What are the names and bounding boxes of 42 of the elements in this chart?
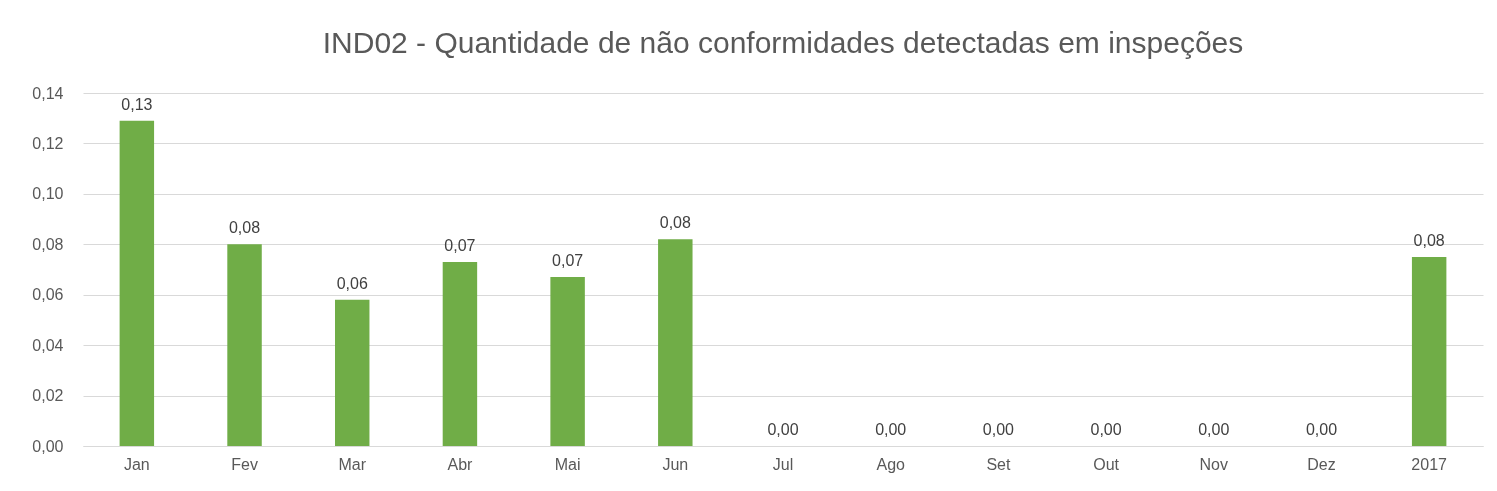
x-tick-label: Ago bbox=[876, 455, 906, 473]
bar bbox=[335, 299, 370, 446]
y-tick-label: 0,04 bbox=[32, 336, 64, 354]
data-label: 0,00 bbox=[1198, 421, 1230, 438]
data-label: 0,08 bbox=[228, 219, 261, 237]
x-tick-label: Mar bbox=[338, 455, 367, 473]
x-tick-label: Abr bbox=[447, 455, 474, 473]
x-tick-label: Jan bbox=[123, 455, 150, 473]
x-tick-label: Out bbox=[1093, 455, 1120, 473]
data-label: 0,00 bbox=[1305, 421, 1338, 438]
y-tick-label: 0,12 bbox=[32, 134, 64, 152]
y-tick-label: 0,02 bbox=[32, 387, 64, 405]
data-label: 0,13 bbox=[121, 95, 153, 113]
data-label: 0,06 bbox=[336, 274, 368, 292]
y-tick-label: 0,08 bbox=[32, 235, 64, 253]
data-label: 0,00 bbox=[875, 421, 907, 438]
data-label: 0,08 bbox=[659, 214, 691, 232]
y-tick-label: 0,14 bbox=[32, 84, 64, 102]
data-label: 0,08 bbox=[1413, 231, 1445, 249]
x-tick-label: 2017 bbox=[1411, 455, 1448, 473]
y-tick-label: 0,10 bbox=[32, 185, 64, 203]
chart-title: IND02 - Quantidade de não conformidades detectadas em inspeções bbox=[322, 26, 1244, 59]
x-tick-label: Mai bbox=[554, 455, 581, 473]
data-label: 0,00 bbox=[982, 421, 1015, 438]
x-tick-label: Jul bbox=[772, 455, 794, 473]
data-label: 0,00 bbox=[1090, 421, 1122, 438]
bar bbox=[227, 244, 262, 446]
bar bbox=[1411, 256, 1447, 446]
x-tick-label: Nov bbox=[1199, 455, 1228, 473]
bar bbox=[442, 261, 478, 446]
bar bbox=[119, 120, 155, 446]
x-tick-label: Set bbox=[986, 455, 1011, 473]
x-tick-label: Dez bbox=[1307, 455, 1336, 473]
data-label: 0,00 bbox=[767, 421, 799, 438]
x-tick-label: Jun bbox=[662, 455, 689, 473]
y-tick-label: 0,06 bbox=[32, 286, 64, 304]
data-label: 0,07 bbox=[444, 236, 476, 254]
y-tick-label: 0,00 bbox=[32, 437, 64, 455]
x-tick-label: Fev bbox=[231, 455, 258, 473]
data-label: 0,07 bbox=[552, 252, 584, 270]
bar bbox=[658, 239, 693, 446]
bar bbox=[550, 277, 585, 446]
